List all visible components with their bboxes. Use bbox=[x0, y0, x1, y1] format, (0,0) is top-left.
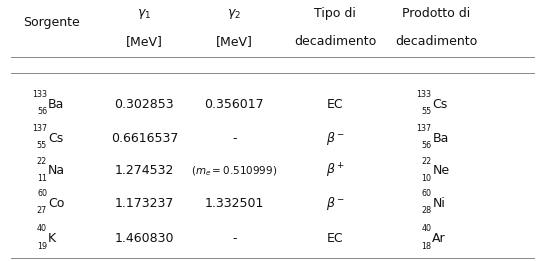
Text: 137: 137 bbox=[32, 124, 47, 133]
Text: 60: 60 bbox=[37, 189, 47, 198]
Text: EC: EC bbox=[327, 98, 343, 111]
Text: 55: 55 bbox=[37, 141, 47, 150]
Text: $(m_e = 0.510999)$: $(m_e = 0.510999)$ bbox=[191, 164, 277, 178]
Text: 1.173237: 1.173237 bbox=[115, 197, 174, 210]
Text: decadimento: decadimento bbox=[395, 35, 477, 48]
Text: Ne: Ne bbox=[432, 164, 450, 177]
Text: Cs: Cs bbox=[48, 132, 63, 145]
Text: 10: 10 bbox=[421, 174, 431, 183]
Text: $\beta^+$: $\beta^+$ bbox=[326, 162, 344, 180]
Text: Co: Co bbox=[48, 197, 64, 210]
Text: 0.356017: 0.356017 bbox=[204, 98, 264, 111]
Text: [MeV]: [MeV] bbox=[126, 35, 163, 48]
Text: 1.274532: 1.274532 bbox=[115, 164, 174, 177]
Text: 56: 56 bbox=[421, 141, 431, 150]
Text: EC: EC bbox=[327, 232, 343, 245]
Text: 11: 11 bbox=[37, 174, 47, 183]
Text: 28: 28 bbox=[421, 206, 431, 215]
Text: Ba: Ba bbox=[432, 132, 449, 145]
Text: 40: 40 bbox=[37, 224, 47, 233]
Text: 27: 27 bbox=[37, 206, 47, 215]
Text: 18: 18 bbox=[421, 242, 431, 251]
Text: [MeV]: [MeV] bbox=[216, 35, 253, 48]
Text: Sorgente: Sorgente bbox=[23, 16, 80, 29]
Text: 19: 19 bbox=[37, 242, 47, 251]
Text: decadimento: decadimento bbox=[294, 35, 376, 48]
Text: $\gamma_1$: $\gamma_1$ bbox=[137, 7, 152, 21]
Text: $\beta^-$: $\beta^-$ bbox=[326, 195, 344, 212]
Text: 55: 55 bbox=[421, 107, 431, 116]
Text: 0.302853: 0.302853 bbox=[114, 98, 174, 111]
Text: 56: 56 bbox=[37, 107, 47, 116]
Text: Cs: Cs bbox=[432, 98, 447, 111]
Text: $\beta^-$: $\beta^-$ bbox=[326, 130, 344, 147]
Text: 133: 133 bbox=[32, 90, 47, 99]
Text: Ni: Ni bbox=[432, 197, 445, 210]
Text: 40: 40 bbox=[421, 224, 431, 233]
Text: 22: 22 bbox=[37, 157, 47, 165]
Text: Ar: Ar bbox=[432, 232, 446, 245]
Text: Ba: Ba bbox=[48, 98, 64, 111]
Text: 22: 22 bbox=[421, 157, 431, 165]
Text: 1.460830: 1.460830 bbox=[114, 232, 174, 245]
Text: 60: 60 bbox=[421, 189, 431, 198]
Text: -: - bbox=[232, 232, 237, 245]
Text: -: - bbox=[232, 132, 237, 145]
Text: 133: 133 bbox=[416, 90, 431, 99]
Text: $\gamma_2$: $\gamma_2$ bbox=[227, 7, 241, 21]
Text: Tipo di: Tipo di bbox=[314, 7, 356, 20]
Text: K: K bbox=[48, 232, 56, 245]
Text: 1.332501: 1.332501 bbox=[205, 197, 264, 210]
Text: Prodotto di: Prodotto di bbox=[402, 7, 470, 20]
Text: 0.6616537: 0.6616537 bbox=[111, 132, 178, 145]
Text: 137: 137 bbox=[416, 124, 431, 133]
Text: Na: Na bbox=[48, 164, 65, 177]
